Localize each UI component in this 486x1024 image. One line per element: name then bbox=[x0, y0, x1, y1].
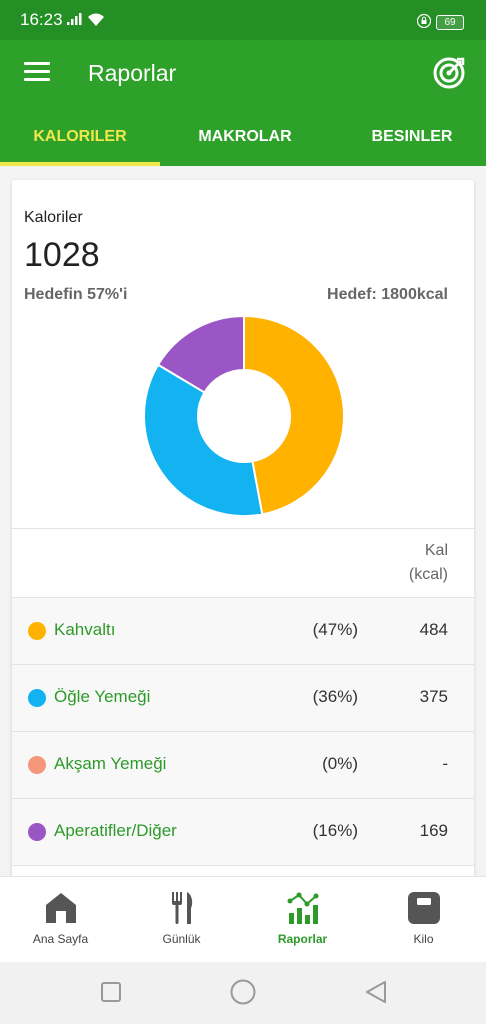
meal-kcal: 375 bbox=[419, 687, 448, 706]
meal-percent: (36%) bbox=[312, 687, 358, 706]
wifi-icon bbox=[88, 13, 104, 26]
meal-name: Öğle Yemeği bbox=[54, 687, 151, 706]
table-row[interactable]: Akşam Yemeği (0%) - bbox=[12, 732, 474, 799]
meal-name: Aperatifler/Diğer bbox=[54, 821, 177, 840]
kcal-header-line2: (kcal) bbox=[408, 566, 448, 583]
meal-color-dot bbox=[28, 622, 46, 640]
table-row[interactable]: Öğle Yemeği (36%) 375 bbox=[12, 665, 474, 732]
nav-label: Günlük bbox=[162, 932, 201, 946]
tab-besinler[interactable]: BESINLER bbox=[371, 128, 453, 145]
nav-raporlar[interactable]: Raporlar bbox=[242, 877, 363, 963]
meal-kcal: 169 bbox=[419, 821, 448, 840]
nav-label: Raporlar bbox=[277, 932, 328, 946]
scale-icon bbox=[408, 892, 440, 924]
signal-icon bbox=[67, 13, 82, 25]
nav-gunluk[interactable]: Günlük bbox=[121, 877, 242, 963]
nav-ana-sayfa[interactable]: Ana Sayfa bbox=[0, 877, 121, 963]
back-icon[interactable] bbox=[365, 980, 387, 1004]
calories-value: 1028 bbox=[24, 236, 100, 274]
tab-makrolar[interactable]: MAKROLAR bbox=[198, 128, 292, 145]
tab-kaloriler[interactable]: KALORILER bbox=[33, 128, 127, 145]
app-bar: Raporlar bbox=[0, 40, 486, 106]
calorie-donut-chart bbox=[143, 314, 345, 517]
meal-kcal: - bbox=[442, 754, 448, 773]
home-icon bbox=[46, 893, 76, 923]
calorie-report-card: Kaloriler 1028 Hedefin 57%'i Hedef: 1800… bbox=[12, 180, 474, 880]
meal-kcal: 484 bbox=[419, 620, 448, 639]
nav-kilo[interactable]: Kilo bbox=[363, 877, 484, 963]
donut-slice-aperatifler-di-er bbox=[156, 314, 245, 394]
battery-indicator: 69 bbox=[436, 15, 464, 30]
status-bar: 16:23 69 bbox=[0, 0, 486, 40]
kcal-header-line1: Kal bbox=[424, 542, 448, 559]
target-icon[interactable] bbox=[432, 56, 466, 90]
tab-bar: KALORILER MAKROLAR BESINLER bbox=[0, 106, 486, 166]
table-header: Kal (kcal) bbox=[12, 528, 474, 598]
meal-color-dot bbox=[28, 823, 46, 841]
nav-label: Kilo bbox=[413, 932, 434, 946]
tab-indicator bbox=[0, 162, 160, 166]
meal-name: Akşam Yemeği bbox=[54, 754, 167, 773]
donut-slice-kahvalt- bbox=[243, 314, 345, 516]
calories-label: Kaloriler bbox=[24, 209, 83, 226]
lock-icon bbox=[417, 14, 431, 28]
page-title: Raporlar bbox=[88, 60, 177, 86]
home-button-icon[interactable] bbox=[230, 979, 256, 1005]
meal-percent: (47%) bbox=[312, 620, 358, 639]
meal-percent: (0%) bbox=[322, 754, 358, 773]
table-row[interactable]: Kahvaltı (47%) 484 bbox=[12, 598, 474, 665]
status-time: 16:23 bbox=[20, 10, 63, 29]
donut-slice--le-yeme-i bbox=[143, 363, 264, 517]
recent-apps-icon[interactable] bbox=[101, 982, 121, 1002]
meal-name: Kahvaltı bbox=[54, 620, 116, 639]
goal-percent: Hedefin 57%'i bbox=[24, 286, 128, 303]
meal-percent: (16%) bbox=[312, 821, 358, 840]
goal-target: Hedef: 1800kcal bbox=[327, 286, 448, 303]
meal-color-dot bbox=[28, 689, 46, 707]
kcal-column-header: Kal (kcal) bbox=[409, 539, 448, 587]
meal-calorie-table: Kal (kcal) Kahvaltı (47%) 484 Öğle Yemeğ… bbox=[12, 528, 474, 866]
system-navigation-bar bbox=[0, 962, 486, 1024]
menu-icon[interactable] bbox=[24, 62, 50, 84]
meal-color-dot bbox=[28, 756, 46, 774]
fork-knife-icon bbox=[172, 892, 193, 924]
nav-label: Ana Sayfa bbox=[32, 932, 89, 946]
chart-icon bbox=[287, 892, 319, 924]
bottom-navigation: Ana Sayfa Günlük Raporlar bbox=[0, 876, 486, 963]
table-row[interactable]: Aperatifler/Diğer (16%) 169 bbox=[12, 799, 474, 866]
